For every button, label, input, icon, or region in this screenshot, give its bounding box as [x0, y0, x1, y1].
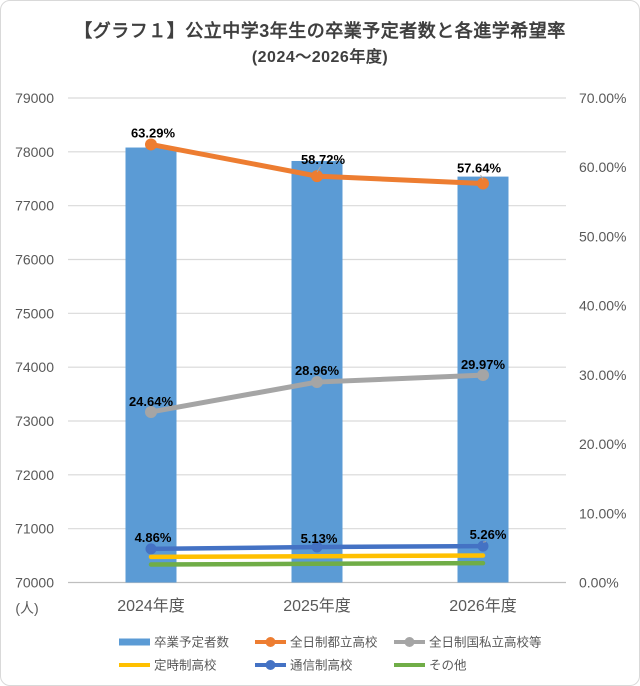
- right-axis-tick-label: 50.00%: [579, 228, 626, 244]
- right-axis-tick-label: 70.00%: [579, 90, 626, 106]
- legend-label: 卒業予定者数: [154, 635, 230, 650]
- left-axis-tick-label: 76000: [15, 252, 54, 268]
- category-label: 2025年度: [283, 597, 351, 615]
- line-marker-3: [477, 540, 489, 552]
- line-marker-1: [477, 369, 489, 382]
- data-label: 63.29%: [131, 125, 176, 140]
- bar-graduates: [125, 147, 177, 583]
- data-label: 5.26%: [470, 527, 507, 542]
- chart-subtitle: (2024〜2026年度): [251, 49, 389, 66]
- legend-swatch-bar: [119, 638, 150, 646]
- line-marker-1: [311, 376, 323, 389]
- legend-label: 定時制高校: [154, 658, 217, 673]
- right-axis-tick-label: 20.00%: [579, 436, 626, 452]
- left-axis-tick-label: 75000: [15, 305, 54, 321]
- left-axis-tick-label: 73000: [15, 413, 54, 429]
- left-axis-tick-label: 71000: [15, 521, 54, 537]
- data-label: 57.64%: [457, 161, 502, 176]
- line-marker-0: [311, 170, 323, 183]
- line-marker-3: [311, 541, 323, 553]
- trend-line-4: [148, 560, 486, 567]
- right-axis-tick-label: 10.00%: [579, 505, 626, 521]
- line-marker-0: [145, 138, 157, 151]
- data-label: 5.13%: [301, 531, 338, 546]
- right-axis-tick-label: 0.00%: [579, 575, 619, 591]
- label-leader-line: [316, 166, 322, 173]
- data-label: 28.96%: [295, 363, 340, 378]
- right-axis-tick-label: 40.00%: [579, 298, 626, 314]
- data-label: 24.64%: [129, 394, 174, 409]
- left-axis-tick-label: 72000: [15, 467, 54, 483]
- left-axis-tick-label: 77000: [15, 198, 54, 214]
- line-marker-1: [145, 405, 157, 418]
- axis-unit-label: (人): [15, 600, 38, 616]
- left-axis-tick-label: 79000: [15, 90, 54, 106]
- category-label: 2026年度: [449, 597, 517, 615]
- legend-swatch-marker: [265, 660, 276, 670]
- right-axis-tick-label: 30.00%: [579, 367, 626, 383]
- legend-label: 全日制国私立高校等: [429, 635, 542, 650]
- bar-graduates: [291, 160, 343, 583]
- legend-label: その他: [429, 659, 467, 673]
- right-axis-tick-label: 60.00%: [579, 159, 626, 175]
- left-axis-tick-label: 74000: [15, 359, 54, 375]
- data-label: 58.72%: [301, 152, 346, 167]
- label-leader-line: [482, 541, 487, 543]
- legend-swatch-marker: [265, 637, 276, 647]
- left-axis-tick-label: 70000: [15, 575, 54, 591]
- line-marker-0: [477, 177, 489, 190]
- data-label: 29.97%: [461, 357, 506, 372]
- data-label: 4.86%: [135, 530, 172, 545]
- trend-line-2: [148, 553, 486, 560]
- legend-swatch-marker: [404, 637, 415, 647]
- line-marker-3: [145, 543, 157, 555]
- label-leader-line: [480, 174, 484, 180]
- legend-label: 通信制高校: [290, 658, 353, 673]
- left-axis-tick-label: 78000: [15, 144, 54, 160]
- legend-label: 全日制都立高校: [290, 635, 378, 650]
- chart-title: 【グラフ１】公立中学3年生の卒業予定者数と各進学希望率: [74, 21, 566, 41]
- category-label: 2024年度: [117, 597, 185, 615]
